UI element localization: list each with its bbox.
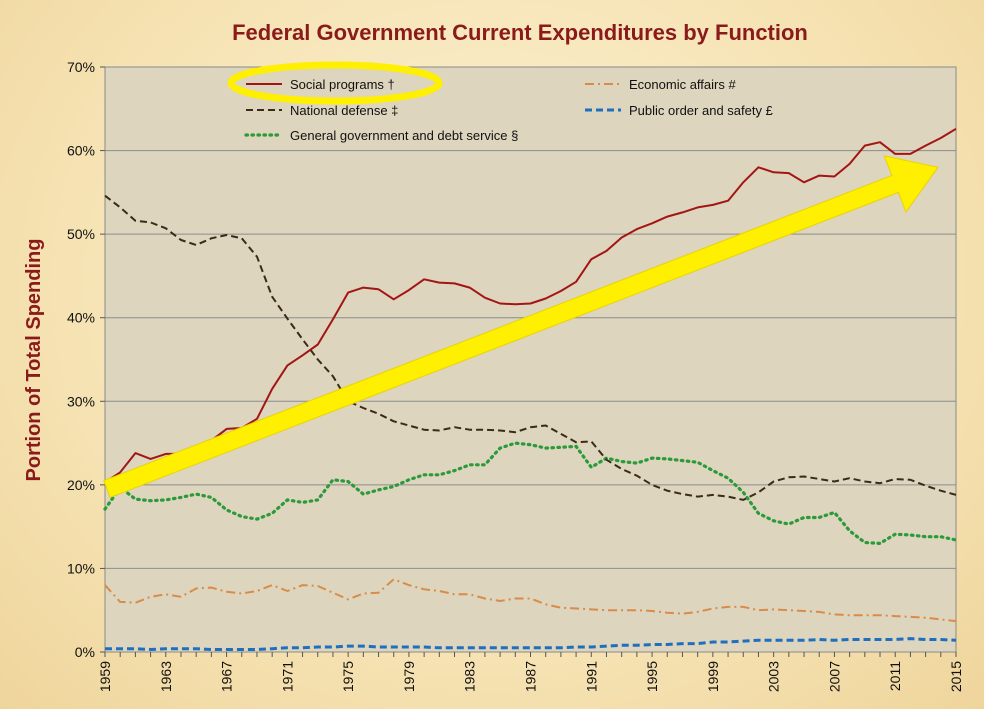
series-line [103, 441, 958, 546]
grid-lines [105, 66, 956, 569]
trend-arrow [103, 155, 939, 499]
legend-item: National defense ‡ [246, 103, 398, 118]
legend-label: Public order and safety £ [629, 103, 774, 118]
x-tick-label: 1991 [583, 661, 599, 692]
series-line [104, 194, 957, 501]
legend-label: Social programs † [290, 77, 395, 92]
x-tick-label: 1967 [219, 661, 235, 692]
x-tick-label: 2007 [826, 661, 842, 692]
y-tick-label: 40% [67, 310, 95, 326]
annotations [103, 61, 939, 499]
series-line [104, 578, 957, 623]
legend-item: General government and debt service § [244, 128, 518, 143]
y-tick-label: 70% [67, 59, 95, 75]
x-tick-label: 2015 [948, 661, 964, 692]
x-tick-label: 1999 [705, 661, 721, 692]
series-line [105, 637, 957, 651]
legend-label: National defense ‡ [290, 103, 398, 118]
y-tick-label: 60% [67, 143, 95, 159]
x-tick-label: 2003 [766, 661, 782, 692]
y-tick-label: 30% [67, 393, 95, 409]
x-tick-label: 1987 [523, 661, 539, 692]
x-tick-label: 1959 [97, 661, 113, 692]
legend-item: Social programs † [246, 77, 395, 92]
legend-label: General government and debt service § [290, 128, 518, 143]
x-tick-label: 1971 [279, 661, 295, 692]
x-tick-label: 1995 [644, 661, 660, 692]
x-tick-label: 1963 [158, 661, 174, 692]
chart-title: Federal Government Current Expenditures … [232, 20, 808, 45]
y-axis-label: Portion of Total Spending [23, 239, 45, 482]
y-tick-label: 50% [67, 226, 95, 242]
x-tick-label: 1983 [462, 661, 478, 692]
legend-item: Public order and safety £ [585, 103, 774, 118]
y-tick-label: 0% [75, 644, 95, 660]
x-tick-label: 2011 [887, 661, 903, 691]
legend: Social programs † Economic affairs # Natio… [244, 77, 774, 143]
y-tick-label: 10% [67, 560, 95, 576]
x-tick-label: 1979 [401, 661, 417, 692]
axes: 0% 10% 20% 30% 40% 50% 60% 70% 1959 1963 1967 1971 1… [67, 59, 964, 692]
legend-highlight-ellipse [227, 61, 443, 105]
plot-area [104, 66, 957, 653]
legend-label: Economic affairs # [629, 77, 736, 92]
y-tick-label: 20% [67, 477, 95, 493]
x-tick-label: 1975 [340, 661, 356, 692]
legend-item: Economic affairs # [585, 77, 736, 92]
